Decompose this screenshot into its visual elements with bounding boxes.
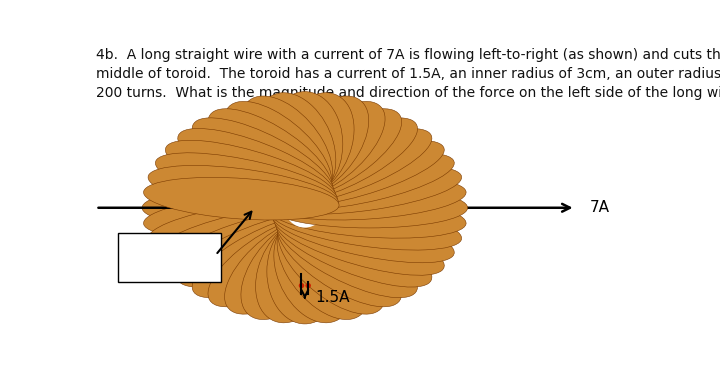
Ellipse shape <box>156 153 338 210</box>
Ellipse shape <box>241 218 333 320</box>
Ellipse shape <box>208 109 333 199</box>
Ellipse shape <box>142 187 339 228</box>
Ellipse shape <box>305 283 311 288</box>
Ellipse shape <box>271 196 466 238</box>
Ellipse shape <box>225 218 332 314</box>
Ellipse shape <box>271 166 462 214</box>
Ellipse shape <box>277 216 402 307</box>
Ellipse shape <box>148 166 338 214</box>
Text: 7A: 7A <box>590 200 609 215</box>
Ellipse shape <box>276 118 418 201</box>
Text: Find force on
this piece: Find force on this piece <box>127 238 217 273</box>
Ellipse shape <box>276 214 418 298</box>
Ellipse shape <box>166 209 336 275</box>
Ellipse shape <box>271 187 467 228</box>
Ellipse shape <box>299 283 305 288</box>
Ellipse shape <box>178 212 335 287</box>
Ellipse shape <box>267 92 343 196</box>
Ellipse shape <box>178 129 335 204</box>
Ellipse shape <box>285 188 325 228</box>
Ellipse shape <box>143 196 339 238</box>
Ellipse shape <box>256 219 336 323</box>
Ellipse shape <box>278 218 385 314</box>
Ellipse shape <box>271 177 466 220</box>
Ellipse shape <box>278 101 385 198</box>
Ellipse shape <box>275 129 432 204</box>
Ellipse shape <box>256 93 336 197</box>
Ellipse shape <box>272 153 454 210</box>
Text: 4b.  A long straight wire with a current of 7A is flowing left-to-right (as show: 4b. A long straight wire with a current … <box>96 48 720 100</box>
Ellipse shape <box>277 96 369 197</box>
Text: 1.5A: 1.5A <box>315 290 349 305</box>
Ellipse shape <box>274 140 444 206</box>
Ellipse shape <box>277 109 402 199</box>
Ellipse shape <box>192 214 333 298</box>
Ellipse shape <box>274 219 354 323</box>
Ellipse shape <box>272 206 454 263</box>
Ellipse shape <box>275 212 432 287</box>
Ellipse shape <box>274 93 354 197</box>
Ellipse shape <box>267 219 343 324</box>
Ellipse shape <box>166 140 336 206</box>
Ellipse shape <box>192 118 333 201</box>
Ellipse shape <box>277 218 369 320</box>
Ellipse shape <box>156 206 338 263</box>
Ellipse shape <box>143 177 339 220</box>
Ellipse shape <box>271 201 462 250</box>
Ellipse shape <box>241 96 333 197</box>
Ellipse shape <box>274 209 444 275</box>
Ellipse shape <box>148 201 338 250</box>
Ellipse shape <box>225 101 332 198</box>
FancyBboxPatch shape <box>118 233 221 282</box>
Ellipse shape <box>208 216 333 307</box>
